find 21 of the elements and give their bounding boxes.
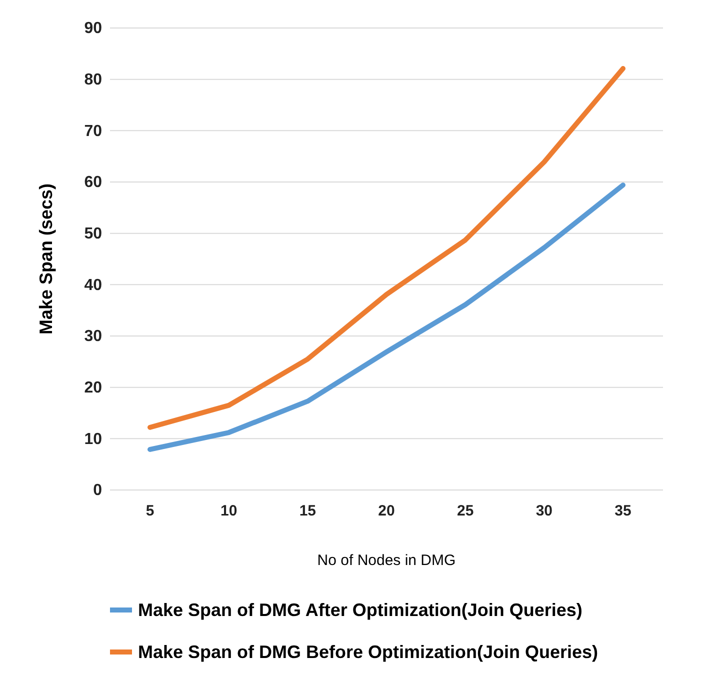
x-tick-label: 35 [614,502,632,520]
x-tick-label: 25 [456,502,474,520]
y-tick-label: 20 [84,379,102,396]
x-tick-label: 30 [536,502,553,520]
legend-label: Make Span of DMG Before Optimization(Join Queries) [138,642,598,662]
y-tick-label: 60 [84,174,102,192]
y-tick-label: 70 [84,122,102,140]
y-tick-label: 40 [84,276,102,294]
y-tick-label: 50 [84,225,102,242]
y-tick-label: 10 [84,430,102,448]
x-tick-label: 20 [378,502,395,520]
y-tick-label: 0 [93,482,102,500]
legend-label: Make Span of DMG After Optimization(Join Queries) [138,600,582,620]
x-axis-title: No of Nodes in DMG [317,552,456,569]
x-tick-label: 5 [146,502,154,520]
y-tick-label: 30 [84,328,102,346]
x-tick-label: 15 [299,502,316,520]
x-tick-label: 10 [220,502,238,520]
y-axis-title: Make Span (secs) [36,183,56,335]
y-tick-label: 80 [84,71,102,88]
y-tick-label: 90 [84,20,102,38]
